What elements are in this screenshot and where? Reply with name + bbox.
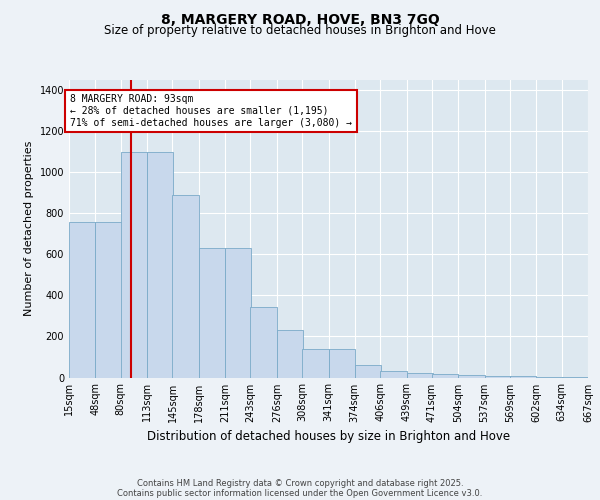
Bar bbox=[407, 374, 433, 378]
Bar bbox=[225, 248, 251, 378]
Text: 8 MARGERY ROAD: 93sqm
← 28% of detached houses are smaller (1,195)
71% of semi-d: 8 MARGERY ROAD: 93sqm ← 28% of detached … bbox=[70, 94, 352, 128]
Bar bbox=[380, 372, 407, 378]
Text: Contains public sector information licensed under the Open Government Licence v3: Contains public sector information licen… bbox=[118, 488, 482, 498]
Bar bbox=[172, 195, 199, 378]
Bar bbox=[510, 376, 536, 378]
Bar bbox=[199, 248, 225, 378]
X-axis label: Distribution of detached houses by size in Brighton and Hove: Distribution of detached houses by size … bbox=[147, 430, 510, 443]
Bar bbox=[329, 349, 355, 378]
Text: 8, MARGERY ROAD, HOVE, BN3 7GQ: 8, MARGERY ROAD, HOVE, BN3 7GQ bbox=[161, 12, 439, 26]
Bar bbox=[302, 349, 329, 378]
Bar bbox=[432, 374, 458, 378]
Bar bbox=[250, 306, 277, 378]
Y-axis label: Number of detached properties: Number of detached properties bbox=[24, 141, 34, 316]
Bar bbox=[562, 377, 588, 378]
Bar bbox=[536, 377, 563, 378]
Bar bbox=[485, 376, 511, 378]
Bar bbox=[277, 330, 303, 378]
Bar bbox=[147, 152, 173, 378]
Bar bbox=[95, 222, 122, 378]
Text: Size of property relative to detached houses in Brighton and Hove: Size of property relative to detached ho… bbox=[104, 24, 496, 37]
Text: Contains HM Land Registry data © Crown copyright and database right 2025.: Contains HM Land Registry data © Crown c… bbox=[137, 478, 463, 488]
Bar bbox=[69, 222, 95, 378]
Bar bbox=[458, 376, 485, 378]
Bar bbox=[355, 365, 381, 378]
Bar bbox=[121, 152, 147, 378]
